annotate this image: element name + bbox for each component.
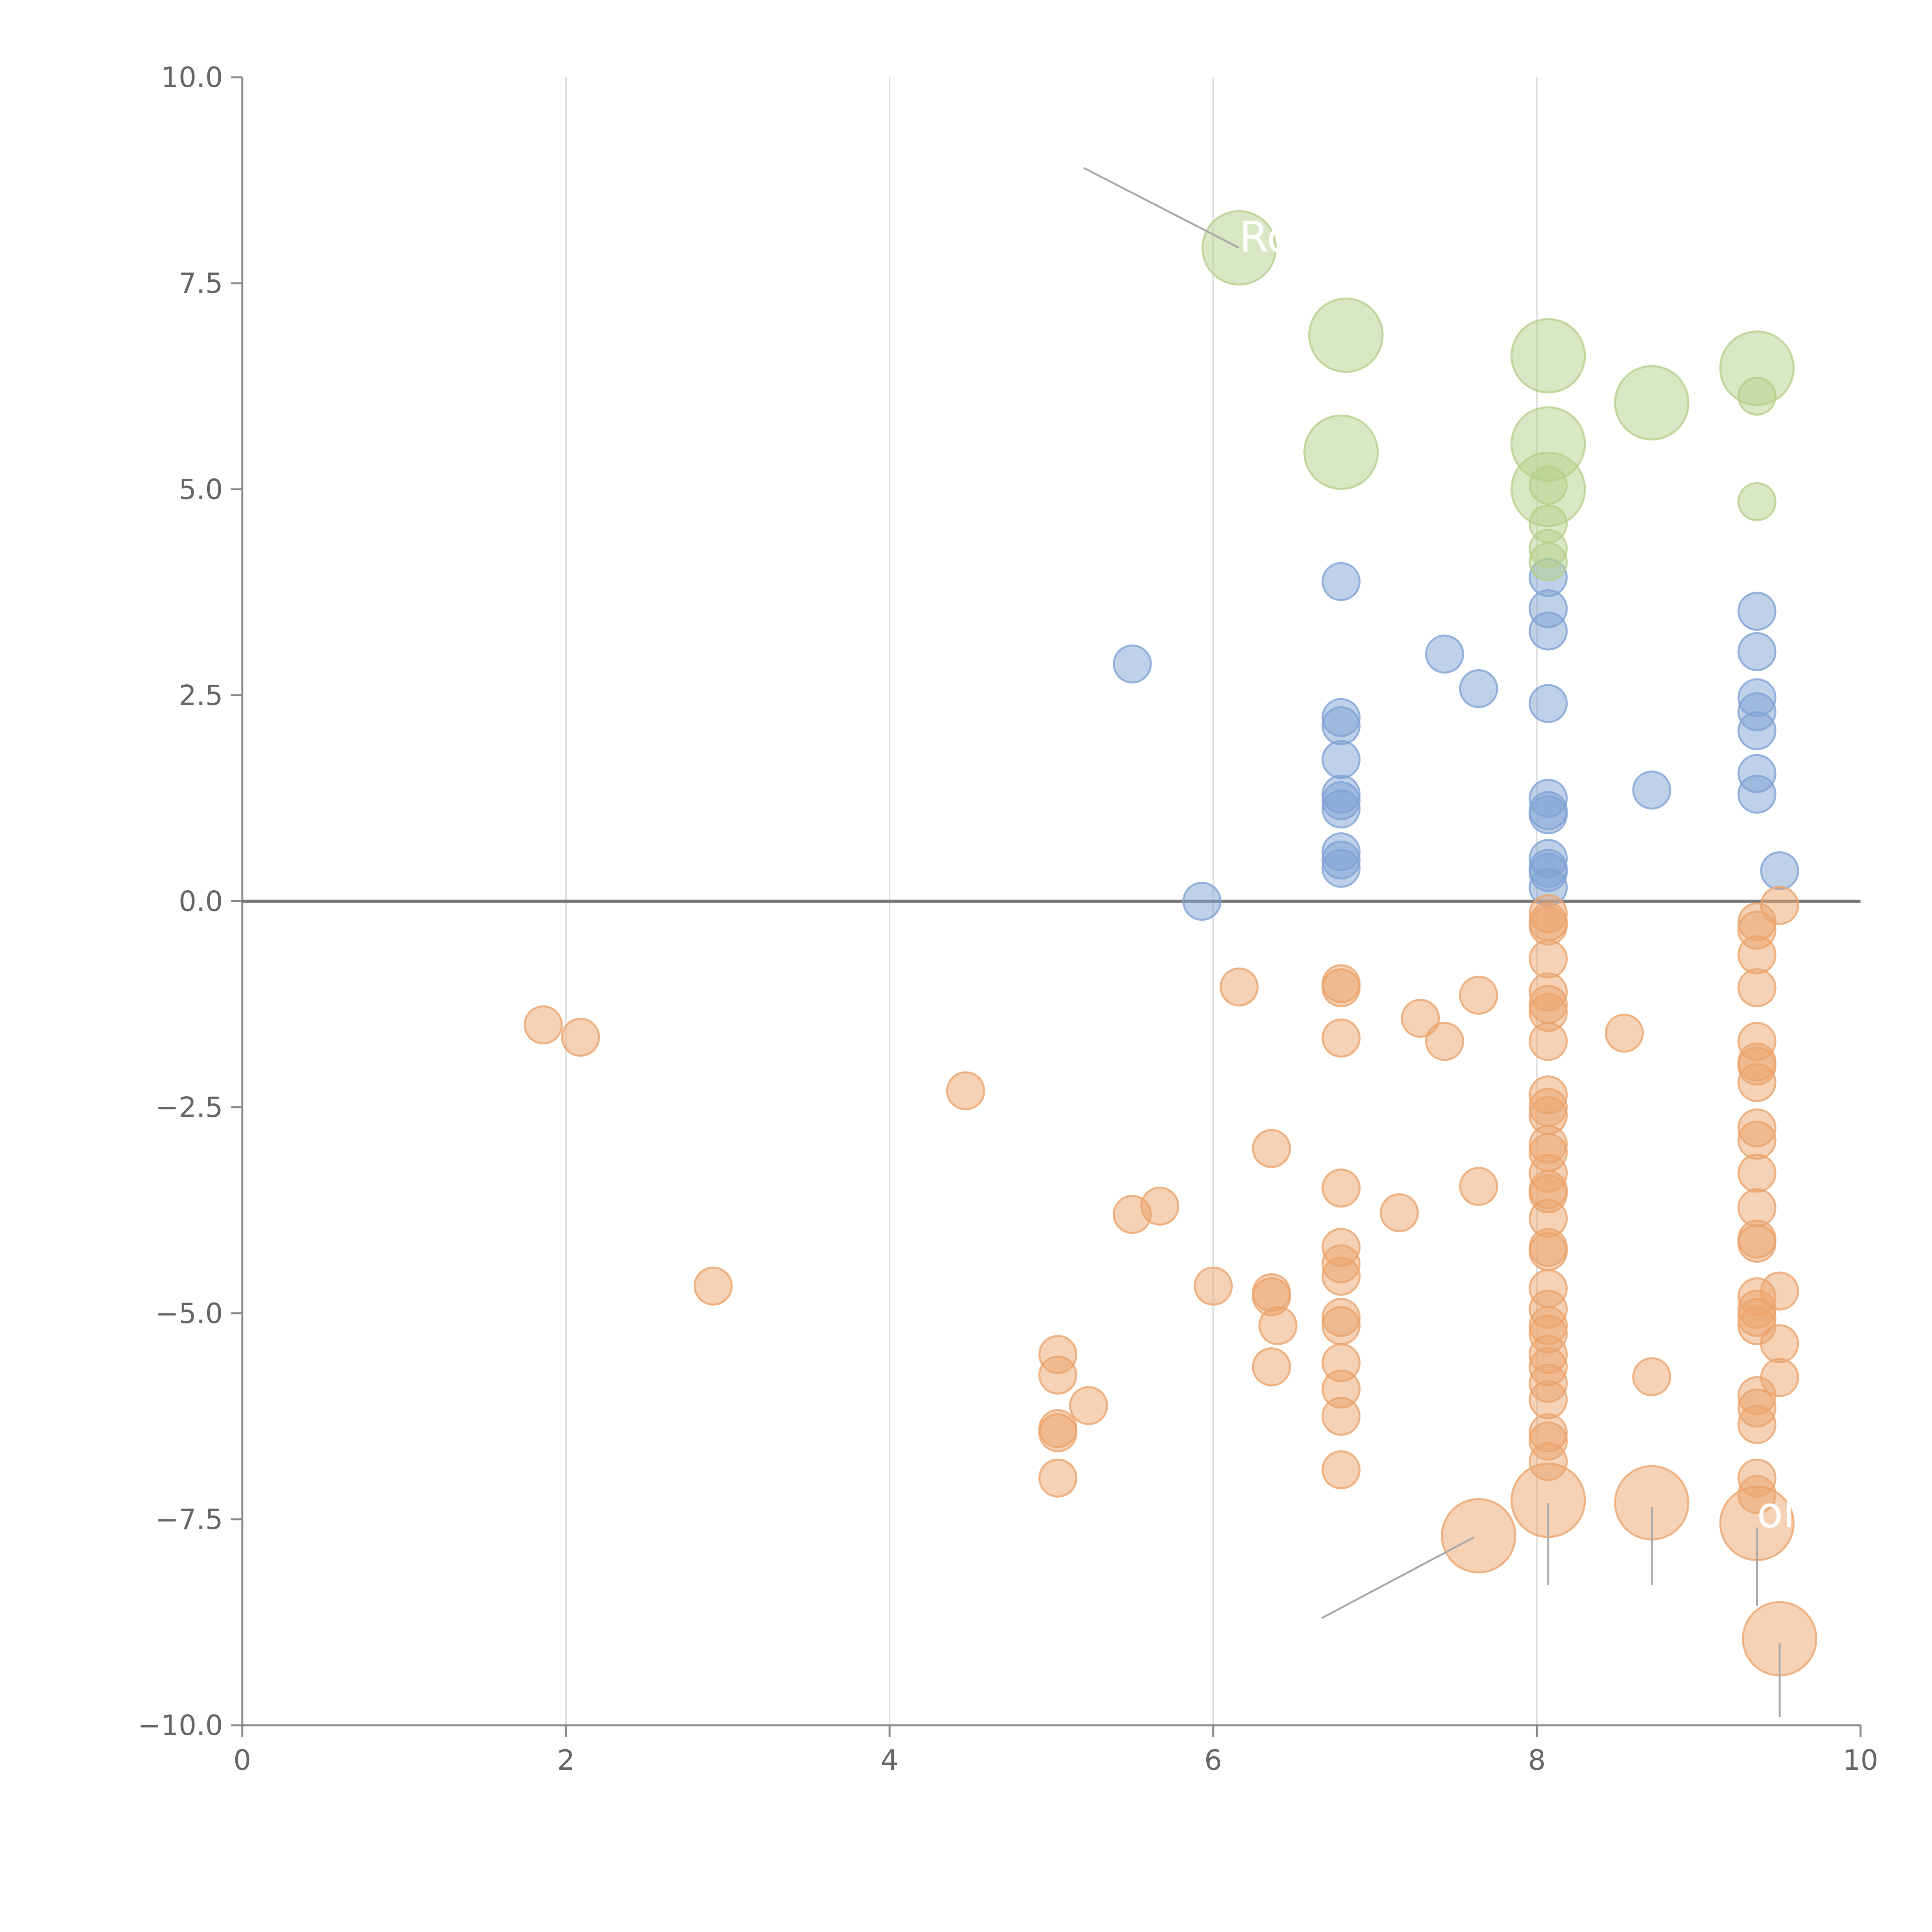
- orange-point: [1321, 1306, 1361, 1345]
- blue-point: [1737, 592, 1777, 631]
- orange-point: [1529, 1380, 1568, 1420]
- orange-point: [1038, 1413, 1078, 1452]
- green-highlight-point: [1308, 297, 1384, 373]
- orange-point: [1069, 1386, 1108, 1425]
- y-tick-label: −5.0: [155, 1297, 223, 1330]
- orange-point: [1038, 1355, 1078, 1395]
- orange-point: [1459, 1167, 1498, 1206]
- blue-point: [1632, 770, 1672, 810]
- orange-point: [946, 1071, 985, 1111]
- orange-point: [1737, 1121, 1777, 1160]
- orange-point: [1321, 1450, 1361, 1490]
- orange-point: [1529, 939, 1568, 979]
- blue-point: [1459, 669, 1498, 708]
- orange-point: [1321, 1396, 1361, 1436]
- green-highlight-point: [1303, 414, 1379, 490]
- axis-layer: 10.0 7.5 5.0 2.5 0.0 −2.5 −5.0 −7.5 −10.0 0 2 4 6 8 10: [138, 61, 1878, 1776]
- orange-point: [1737, 1223, 1777, 1263]
- x-tick-label: 8: [1528, 1744, 1546, 1776]
- blue-point: [1321, 789, 1361, 829]
- orange-point: [1529, 1022, 1568, 1061]
- y-tick-label: 7.5: [179, 267, 223, 299]
- x-tick-label: 6: [1204, 1744, 1222, 1776]
- y-tick-label: 10.0: [161, 61, 223, 94]
- orange-point: [1459, 976, 1498, 1015]
- blue-point: [1321, 849, 1361, 888]
- leader-line: [1083, 167, 1240, 249]
- orange-point: [1760, 1358, 1799, 1397]
- orange-point: [1737, 1153, 1777, 1193]
- orange-highlight-point: [1441, 1498, 1517, 1574]
- blue-point: [1321, 706, 1361, 745]
- orange-point: [1632, 1357, 1672, 1396]
- blue-point: [1529, 684, 1568, 723]
- green-point: [1737, 482, 1777, 521]
- x-tick-label: 10: [1843, 1744, 1878, 1776]
- orange-point: [1425, 1022, 1464, 1061]
- blue-point: [1182, 882, 1221, 921]
- orange-point: [1760, 1324, 1799, 1364]
- y-tick-label: 2.5: [179, 679, 223, 711]
- orange-point: [1737, 968, 1777, 1007]
- orange-point: [1529, 906, 1568, 946]
- orange-point: [1038, 1458, 1078, 1498]
- orange-point: [1737, 1063, 1777, 1102]
- orange-point: [561, 1017, 600, 1057]
- annotation-layer: Ro ol: [1083, 167, 1795, 1717]
- orange-point: [1194, 1266, 1233, 1306]
- blue-point: [1321, 740, 1361, 779]
- orange-point: [1737, 1405, 1777, 1444]
- orange-point: [1219, 967, 1259, 1007]
- blue-point: [1760, 851, 1799, 891]
- orange-point: [694, 1266, 733, 1306]
- blue-point: [1112, 644, 1152, 684]
- orange-point: [1321, 1018, 1361, 1058]
- green-highlight-point: [1719, 330, 1795, 406]
- orange-point: [1401, 998, 1440, 1038]
- y-tick-label: 0.0: [179, 885, 223, 918]
- x-tick-label: 0: [233, 1744, 251, 1776]
- orange-point: [1605, 1014, 1644, 1053]
- orange-point: [1252, 1347, 1291, 1386]
- x-tick-label: 4: [881, 1744, 898, 1776]
- blue-point: [1529, 611, 1568, 651]
- highlight-layer: [1201, 210, 1818, 1677]
- blue-point: [1321, 562, 1361, 601]
- y-tick-label: −2.5: [155, 1091, 223, 1124]
- green-highlight-point: [1510, 451, 1586, 527]
- green-point: [1529, 542, 1568, 582]
- blue-point: [1737, 632, 1777, 671]
- orange-point: [1321, 968, 1361, 1007]
- blue-point: [1529, 795, 1568, 835]
- orange-point: [1140, 1187, 1180, 1226]
- orange-point: [1529, 1232, 1568, 1271]
- orange-point: [1252, 1129, 1291, 1168]
- orange-point: [1760, 886, 1799, 925]
- y-tick-label: 5.0: [179, 473, 223, 505]
- annotation-label: Ro: [1239, 212, 1293, 262]
- points-layer: [524, 376, 1799, 1514]
- green-highlight-point: [1510, 318, 1586, 394]
- green-highlight-point: [1614, 365, 1690, 440]
- y-tick-label: −10.0: [138, 1709, 223, 1742]
- orange-point: [1258, 1306, 1298, 1345]
- blue-point: [1737, 774, 1777, 814]
- annotation-label: ol: [1757, 1488, 1795, 1537]
- x-tick-label: 2: [557, 1744, 575, 1776]
- leader-line: [1321, 1536, 1475, 1619]
- orange-point: [524, 1005, 563, 1044]
- y-tick-label: −7.5: [155, 1503, 223, 1536]
- orange-point: [1321, 1168, 1361, 1208]
- orange-point: [1737, 935, 1777, 975]
- orange-point: [1321, 1257, 1361, 1296]
- blue-point: [1425, 634, 1464, 674]
- orange-point: [1379, 1193, 1419, 1233]
- orange-point: [1760, 1271, 1799, 1311]
- blue-point: [1737, 711, 1777, 750]
